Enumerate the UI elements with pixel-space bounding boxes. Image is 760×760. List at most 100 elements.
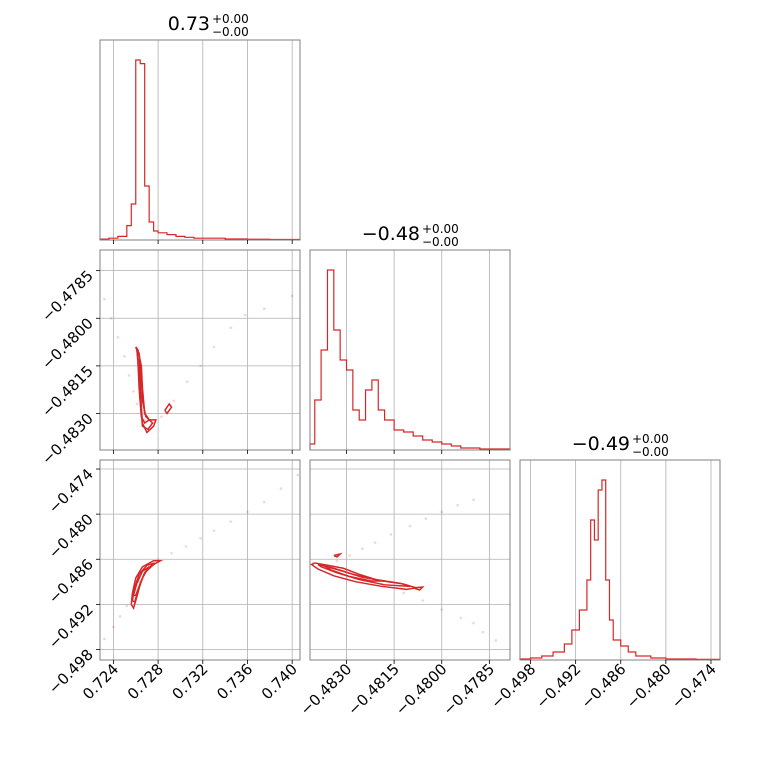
scatter-point [246,510,249,514]
scatter-point [456,503,459,507]
contour-line [310,562,417,591]
scatter-point [185,380,189,384]
y-tick-label-2: −0.474 [45,465,97,517]
axes-frame-0-0 [99,39,301,241]
scatter-panel-2-1 [310,498,498,642]
panel-title-0: 0.73 +0.00−0.00 [168,12,249,39]
scatter-point [103,637,106,641]
scatter-point [389,533,393,536]
x-tick-label-2: −0.474 [668,660,720,712]
panel-title-1: −0.48 +0.00−0.00 [362,222,459,249]
contour-line [333,552,343,558]
x-tick-label-0: 0.728 [124,660,167,703]
contour-line [412,586,425,591]
scatter-point [440,608,444,611]
title-upper: +0.00 [632,432,669,446]
scatter-point [472,498,475,502]
contour-line [323,565,385,582]
x-tick-label-2: −0.486 [578,660,630,712]
title-lower: −0.00 [212,25,249,39]
scatter-point [184,545,188,548]
scatter-panel-2-0 [103,473,300,641]
x-tick-label-2: −0.492 [532,660,584,712]
title-value: −0.49 [572,433,630,455]
x-tick-label-1: −0.4830 [297,660,356,719]
contour-line [131,562,156,604]
y-tick-label-1: −0.4830 [38,410,97,469]
scatter-point [103,297,106,301]
scatter-point [402,591,405,595]
scatter-point [421,599,424,602]
scatter-point [262,307,266,311]
title-value: −0.48 [362,223,420,245]
scatter-point [123,355,126,358]
scatter-point [296,473,300,477]
axes-frame-2-2 [519,459,721,661]
grid-2-2 [530,460,712,660]
grid-2-1 [310,460,510,660]
contour-line [164,402,173,415]
x-tick-label-2: −0.498 [487,660,539,712]
scatter-point [348,554,351,557]
axes-frame-1-0 [99,249,301,451]
scatter-point [361,547,364,551]
x-tick-label-0: 0.740 [258,660,301,703]
x-tick-label-1: −0.4785 [439,660,498,719]
scatter-point [170,551,173,555]
scatter-point [229,520,233,523]
title-lower: −0.00 [632,445,669,459]
scatter-point [243,313,247,317]
scatter-point [160,415,163,418]
y-tick-label-1: −0.4785 [38,267,97,326]
scatter-point [127,374,131,377]
contour-line [137,362,151,425]
histogram-1 [309,269,511,450]
scatter-point [424,517,428,520]
contour-line [135,346,157,434]
y-tick-label-1: −0.4800 [38,314,97,373]
scatter-panel-1-0 [103,294,294,434]
y-tick-label-2: −0.480 [45,510,97,562]
y-tick-label-1: −0.4815 [38,362,97,421]
grid-1-0 [100,250,300,450]
histogram-0 [99,59,301,241]
scatter-point [373,541,377,545]
scatter-point [135,402,139,406]
scatter-point [440,510,444,514]
x-tick-label-2: −0.480 [623,660,675,712]
scatter-point [279,487,283,490]
scatter-point [459,616,463,620]
scatter-point [212,345,216,349]
scatter-point [262,500,266,504]
scatter-point [481,630,485,634]
scatter-point [109,316,113,320]
histogram-2 [519,479,721,660]
axes-frame-2-0 [99,459,301,661]
x-tick-label-0: 0.736 [213,660,256,703]
grid-2-0 [100,460,300,660]
scatter-point [335,559,339,563]
panel-title-2: −0.49 +0.00−0.00 [572,432,669,459]
axes-frame-1-1 [309,249,511,451]
scatter-point [494,639,498,642]
x-tick-label-0: 0.732 [169,660,212,703]
title-value: 0.73 [168,13,210,35]
scatter-point [229,326,233,330]
scatter-point [116,336,120,339]
title-lower: −0.00 [422,235,459,249]
scatter-point [132,389,135,393]
scatter-point [472,621,475,625]
y-tick-label-2: −0.492 [45,600,97,652]
grid-1-1 [346,250,490,450]
scatter-point [290,294,294,298]
scatter-point [112,625,115,629]
scatter-point [118,615,122,618]
scatter-point [199,536,202,540]
scatter-point [172,399,176,403]
x-tick-label-1: −0.4815 [344,660,403,719]
grid-0-0 [113,40,293,240]
x-tick-label-1: −0.4800 [392,660,451,719]
scatter-point [125,604,129,608]
contour-line [132,566,150,597]
